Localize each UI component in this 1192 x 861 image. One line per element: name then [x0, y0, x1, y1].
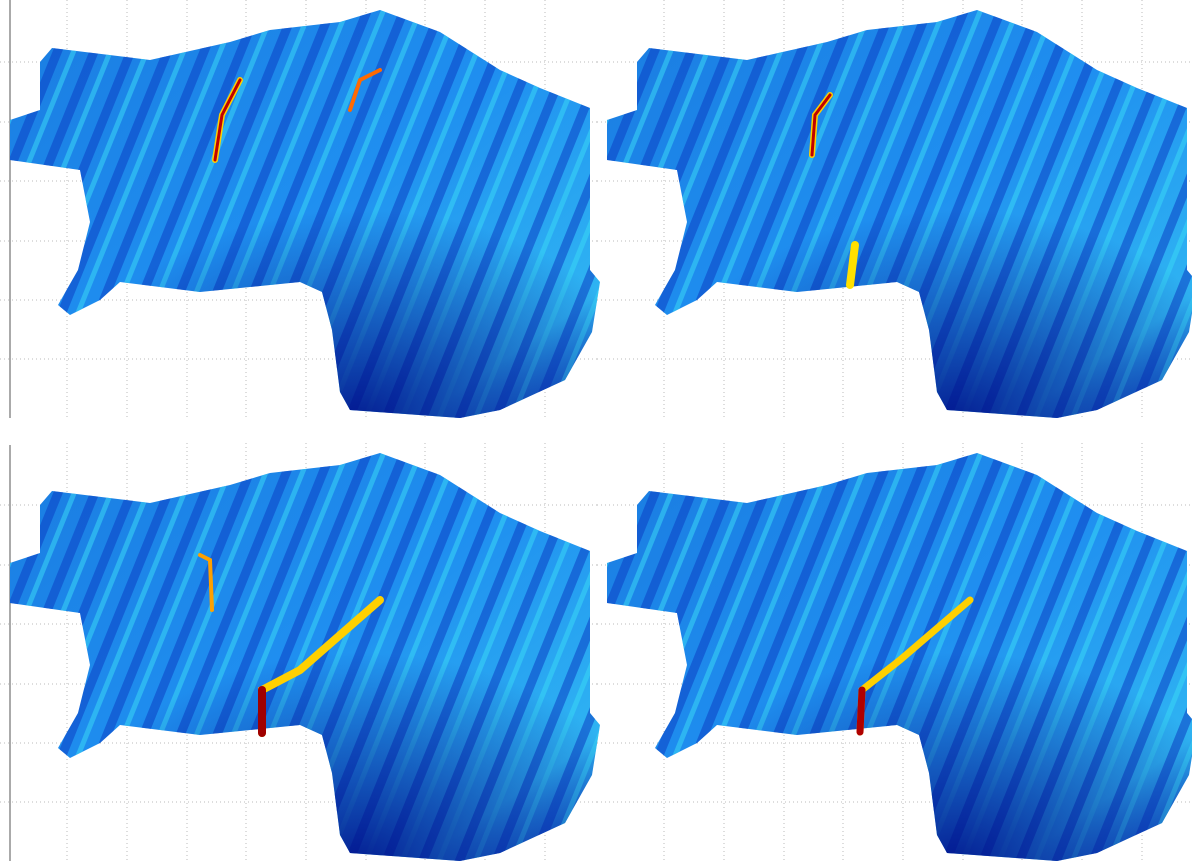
- map-panel: [0, 0, 600, 418]
- map-panel: [0, 443, 600, 861]
- map-panel: [597, 0, 1192, 418]
- hotspots: [198, 68, 974, 737]
- map-panel: [597, 443, 1192, 861]
